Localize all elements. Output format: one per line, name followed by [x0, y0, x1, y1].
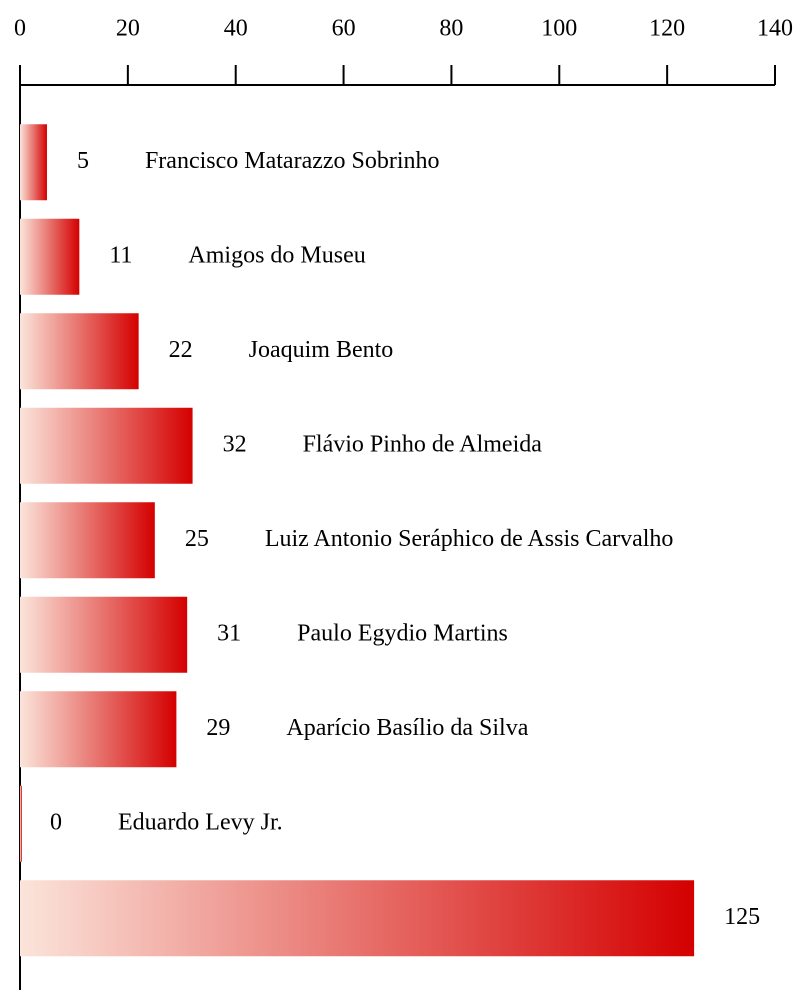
bar	[20, 502, 155, 579]
value-label: 29	[206, 715, 230, 741]
x-tick-label: 40	[224, 16, 248, 42]
bar	[20, 596, 188, 673]
x-tick-label: 100	[541, 16, 577, 42]
category-label: Joaquim Bento	[249, 337, 394, 363]
x-tick-label: 20	[116, 16, 140, 42]
bar	[20, 407, 193, 484]
value-label: 11	[109, 242, 132, 268]
value-label: 25	[185, 526, 209, 552]
x-tick-label: 120	[649, 16, 685, 42]
bar	[20, 691, 177, 768]
bar	[20, 313, 139, 390]
category-label: Eduardo Levy Jr.	[118, 809, 283, 835]
x-tick-label: 80	[439, 16, 463, 42]
value-label: 0	[50, 809, 62, 835]
value-label: 125	[724, 904, 760, 930]
category-label: Luiz Antonio Seráphico de Assis Carvalho	[265, 526, 674, 552]
x-tick-label: 0	[14, 16, 26, 42]
bar	[20, 880, 695, 957]
bar	[20, 785, 22, 862]
value-label: 31	[217, 620, 241, 646]
bar	[20, 218, 80, 295]
x-tick-label: 60	[332, 16, 356, 42]
category-label: Flávio Pinho de Almeida	[303, 431, 543, 457]
value-label: 22	[169, 337, 193, 363]
category-label: Aparício Basílio da Silva	[286, 715, 528, 741]
value-label: 32	[223, 431, 247, 457]
category-label: Amigos do Museu	[188, 242, 365, 268]
category-label: Paulo Egydio Martins	[297, 620, 508, 646]
x-tick-label: 140	[757, 16, 793, 42]
value-label: 5	[77, 148, 89, 174]
bar	[20, 124, 47, 201]
category-label: Francisco Matarazzo Sobrinho	[145, 148, 440, 174]
